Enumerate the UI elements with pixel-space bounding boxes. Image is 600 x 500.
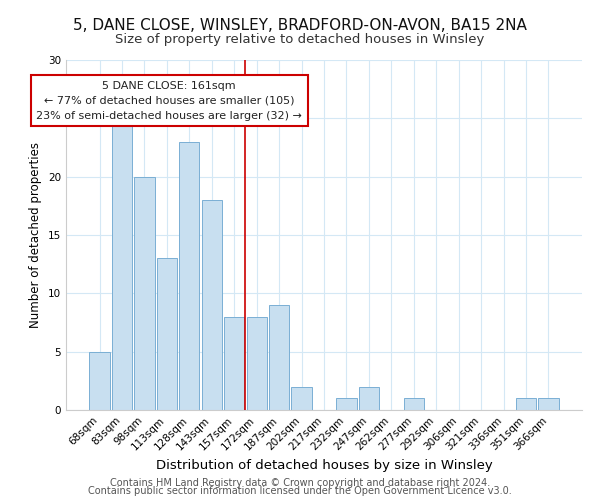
Text: 5, DANE CLOSE, WINSLEY, BRADFORD-ON-AVON, BA15 2NA: 5, DANE CLOSE, WINSLEY, BRADFORD-ON-AVON… (73, 18, 527, 32)
Bar (224, 316, 244, 410)
Bar (202, 200, 222, 410)
Text: 5 DANE CLOSE: 161sqm
← 77% of detached houses are smaller (105)
23% of semi-deta: 5 DANE CLOSE: 161sqm ← 77% of detached h… (36, 81, 302, 120)
Y-axis label: Number of detached properties: Number of detached properties (29, 142, 43, 328)
Bar (134, 176, 155, 410)
Bar (89, 352, 110, 410)
Text: Contains HM Land Registry data © Crown copyright and database right 2024.: Contains HM Land Registry data © Crown c… (110, 478, 490, 488)
Bar (292, 386, 311, 410)
Text: Size of property relative to detached houses in Winsley: Size of property relative to detached ho… (115, 32, 485, 46)
Bar (112, 118, 132, 410)
Bar (157, 258, 177, 410)
Bar (269, 305, 289, 410)
Bar (404, 398, 424, 410)
Bar (538, 398, 559, 410)
Bar (359, 386, 379, 410)
Bar (179, 142, 199, 410)
Bar (337, 398, 356, 410)
Bar (516, 398, 536, 410)
Bar (247, 316, 267, 410)
X-axis label: Distribution of detached houses by size in Winsley: Distribution of detached houses by size … (155, 458, 493, 471)
Text: Contains public sector information licensed under the Open Government Licence v3: Contains public sector information licen… (88, 486, 512, 496)
